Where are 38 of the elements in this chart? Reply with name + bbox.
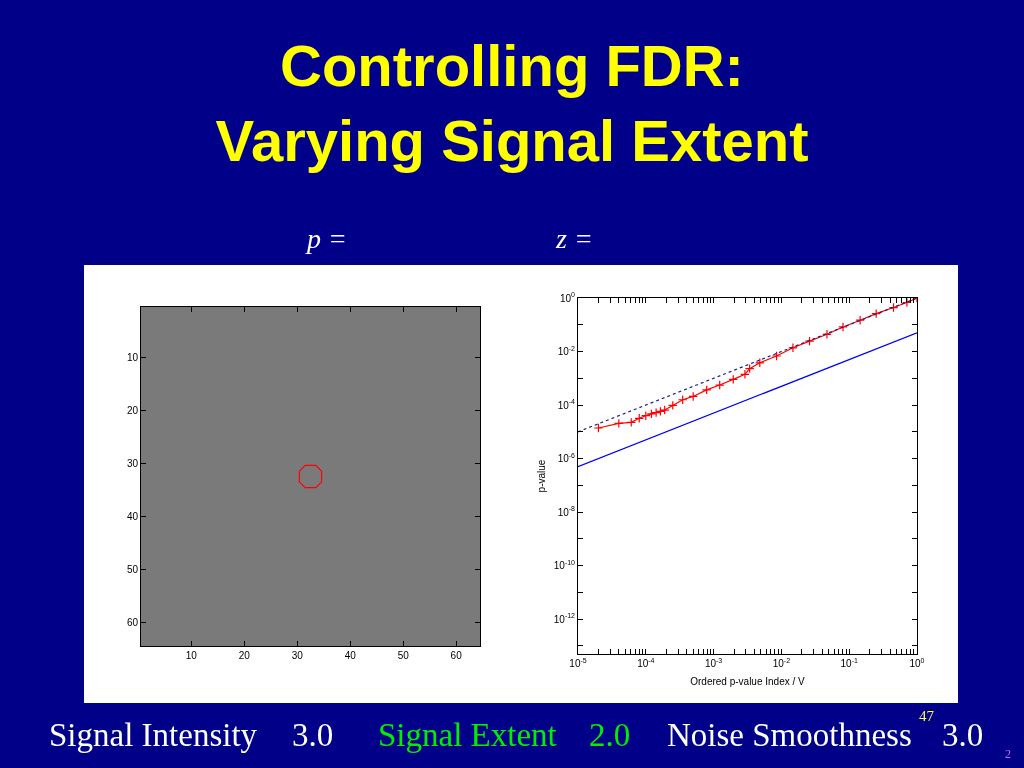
text: z = xyxy=(555,223,593,254)
chart-title: Controlling FDR: Varying Signal Extent xyxy=(215,33,809,174)
x-tick-label: 10$^{-3}$ xyxy=(704,656,723,669)
text: 3.0 xyxy=(942,717,984,753)
text: Signal Extent xyxy=(378,717,557,753)
x-tick-label: 10$^{-5}$ xyxy=(569,656,587,669)
y-tick-label: 10 xyxy=(126,351,139,363)
text: Signal Intensity xyxy=(49,717,258,753)
y-tick-label: 40 xyxy=(126,510,139,522)
x-tick-label: 20 xyxy=(238,650,251,661)
x-tick-label: 30 xyxy=(291,650,304,661)
y-tick-label: 50 xyxy=(126,563,139,575)
text: Noise Smoothness xyxy=(667,717,912,753)
x-tick-label: 50 xyxy=(397,650,410,661)
y-tick-label: 10$^{-6}$ xyxy=(557,451,576,465)
y-tick-label: 10$^{-8}$ xyxy=(557,505,576,518)
y-tick-label: 10$^{0}$ xyxy=(559,291,576,304)
y-tick-label: 10$^{-2}$ xyxy=(557,344,576,358)
x-tick-label: 60 xyxy=(450,650,463,661)
text: 2 xyxy=(1005,747,1011,761)
x-tick-label: 10$^{-1}$ xyxy=(840,656,858,669)
y-tick-label: 10$^{-12}$ xyxy=(553,612,576,625)
y-tick-label: 10$^{-10}$ xyxy=(553,558,576,572)
x-tick-label: 10$^{-2}$ xyxy=(772,656,791,669)
x-tick-label: 10$^{-4}$ xyxy=(637,656,655,669)
text: 47 xyxy=(919,708,935,724)
x-tick-label: 10$^{0}$ xyxy=(909,656,925,669)
y-tick-label: 10$^{-4}$ xyxy=(557,398,576,411)
y-tick-label: 60 xyxy=(126,616,139,628)
x-tick-label: 40 xyxy=(344,650,357,661)
y-axis-title: p-value xyxy=(535,459,547,493)
x-tick-label: 10 xyxy=(185,650,198,661)
text: 3.0 xyxy=(292,717,334,753)
text: 2.0 xyxy=(589,717,631,753)
y-tick-label: 20 xyxy=(126,404,139,416)
text: p = xyxy=(305,223,347,254)
x-axis-title: Ordered p-value Index / V xyxy=(690,675,806,687)
y-tick-label: 30 xyxy=(126,457,139,469)
